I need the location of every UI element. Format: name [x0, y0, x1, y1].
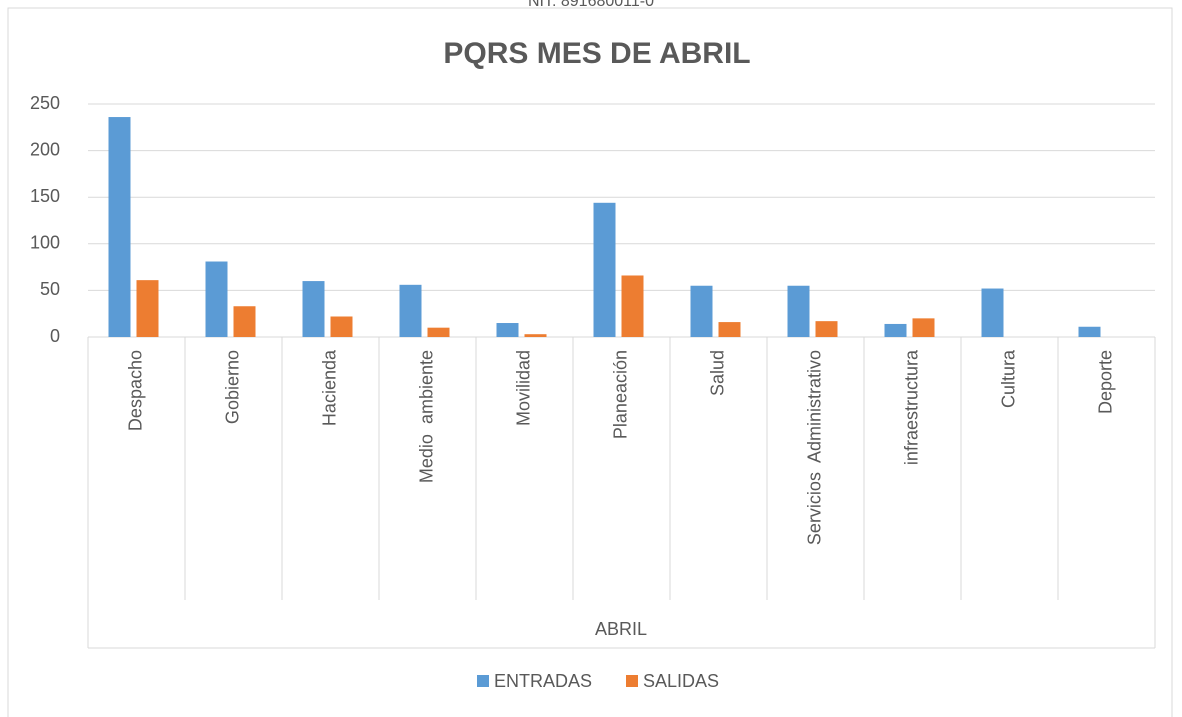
y-tick-label: 150 — [30, 186, 60, 206]
y-tick-label: 50 — [40, 279, 60, 299]
x-tick-label: Deporte — [1095, 350, 1115, 414]
x-tick-label: Movilidad — [513, 350, 533, 426]
x-tick-label: Salud — [707, 350, 727, 396]
x-tick-label: Hacienda — [319, 349, 339, 426]
bar — [1078, 326, 1101, 337]
x-tick-label: Gobierno — [222, 350, 242, 424]
chart-title: PQRS MES DE ABRIL — [443, 37, 750, 70]
bar — [205, 261, 228, 337]
bar — [884, 323, 907, 337]
bar — [690, 285, 713, 337]
bar — [136, 280, 159, 337]
bar — [912, 318, 935, 337]
y-tick-label: 250 — [30, 93, 60, 113]
legend-label: SALIDAS — [643, 671, 719, 691]
bar — [524, 334, 547, 337]
bar — [233, 306, 256, 337]
bar — [302, 281, 325, 337]
x-tick-label: infraestructura — [901, 349, 921, 465]
y-tick-label: 200 — [30, 139, 60, 159]
legend-label: ENTRADAS — [494, 671, 592, 691]
x-tick-label: Medio ambiente — [416, 350, 436, 483]
bar — [981, 288, 1004, 337]
chart-border — [7, 7, 1173, 717]
y-tick-label: 0 — [50, 326, 60, 346]
legend-swatch — [477, 675, 489, 687]
bar — [787, 285, 810, 337]
bar — [330, 316, 353, 337]
x-tick-label: Cultura — [998, 349, 1018, 408]
bar — [399, 284, 422, 337]
x-axis-label: ABRIL — [595, 619, 647, 639]
bar — [621, 275, 644, 337]
bar — [427, 327, 450, 337]
bar — [496, 323, 519, 337]
y-tick-label: 100 — [30, 233, 60, 253]
bar — [108, 117, 131, 337]
bar — [718, 322, 741, 337]
x-tick-label: Despacho — [125, 350, 145, 431]
x-tick-label: Planeación — [610, 350, 630, 439]
header-text: NIT. 891680011-0 — [528, 0, 654, 10]
bar — [815, 321, 838, 337]
legend-swatch — [626, 675, 638, 687]
bar — [593, 202, 616, 337]
x-tick-label: Servicios Administrativo — [804, 350, 824, 545]
